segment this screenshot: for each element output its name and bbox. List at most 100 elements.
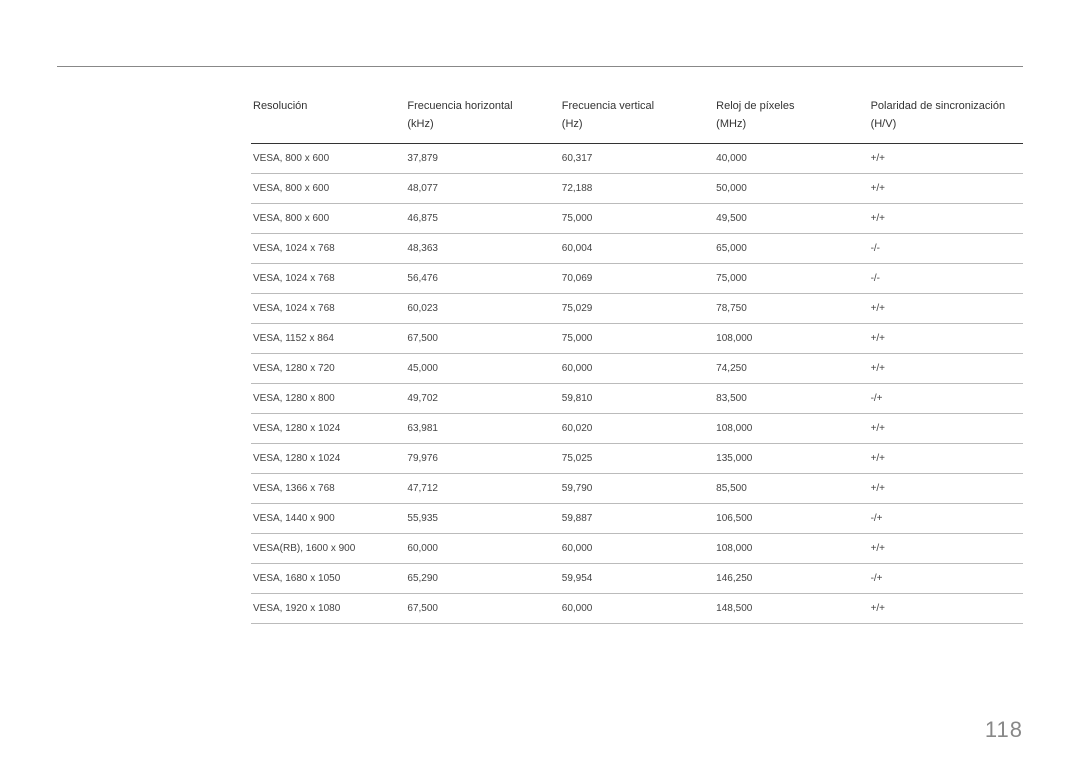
table-body: VESA, 800 x 60037,87960,31740,000+/+VESA… — [251, 144, 1023, 624]
table-cell: VESA, 800 x 600 — [251, 204, 405, 234]
table-cell: -/+ — [869, 504, 1023, 534]
page-number: 118 — [985, 717, 1023, 743]
column-header-unit: (MHz) — [716, 118, 746, 130]
table-cell: 106,500 — [714, 504, 868, 534]
column-header-label: Frecuencia horizontal — [407, 100, 512, 112]
table-cell: 56,476 — [405, 264, 559, 294]
table-cell: VESA, 1152 x 864 — [251, 324, 405, 354]
table-cell: 65,290 — [405, 564, 559, 594]
table-cell: 55,935 — [405, 504, 559, 534]
table-cell: VESA, 1280 x 1024 — [251, 414, 405, 444]
table-cell: 67,500 — [405, 594, 559, 624]
table-cell: -/- — [869, 234, 1023, 264]
table-cell: VESA, 1280 x 720 — [251, 354, 405, 384]
table-cell: VESA, 1024 x 768 — [251, 294, 405, 324]
table-cell: 48,363 — [405, 234, 559, 264]
table-row: VESA, 1024 x 76856,47670,06975,000-/- — [251, 264, 1023, 294]
table-row: VESA, 1680 x 105065,29059,954146,250-/+ — [251, 564, 1023, 594]
table-cell: 75,000 — [560, 204, 714, 234]
table-cell: 83,500 — [714, 384, 868, 414]
table-cell: 49,500 — [714, 204, 868, 234]
table-cell: 78,750 — [714, 294, 868, 324]
table-row: VESA, 800 x 60037,87960,31740,000+/+ — [251, 144, 1023, 174]
column-header-vfreq: Frecuencia vertical (Hz) — [560, 94, 714, 144]
table-cell: +/+ — [869, 534, 1023, 564]
table-cell: 72,188 — [560, 174, 714, 204]
signal-modes-table: Resolución Frecuencia horizontal (kHz) F… — [251, 94, 1023, 624]
table-cell: +/+ — [869, 204, 1023, 234]
table-cell: 59,887 — [560, 504, 714, 534]
table-cell: VESA, 1440 x 900 — [251, 504, 405, 534]
table-cell: +/+ — [869, 474, 1023, 504]
table-cell: +/+ — [869, 174, 1023, 204]
table-cell: 45,000 — [405, 354, 559, 384]
table-cell: VESA, 1024 x 768 — [251, 234, 405, 264]
table-cell: 79,976 — [405, 444, 559, 474]
table-cell: +/+ — [869, 144, 1023, 174]
table-cell: VESA, 800 x 600 — [251, 174, 405, 204]
table-cell: 60,020 — [560, 414, 714, 444]
table-cell: 40,000 — [714, 144, 868, 174]
table-cell: 75,029 — [560, 294, 714, 324]
table-cell: 108,000 — [714, 414, 868, 444]
table-cell: 60,000 — [405, 534, 559, 564]
table-row: VESA, 1280 x 80049,70259,81083,500-/+ — [251, 384, 1023, 414]
table-cell: 49,702 — [405, 384, 559, 414]
column-header-unit: (Hz) — [562, 118, 583, 130]
column-header-label: Frecuencia vertical — [562, 100, 654, 112]
table-cell: 108,000 — [714, 324, 868, 354]
table-cell: -/+ — [869, 384, 1023, 414]
table-cell: 60,000 — [560, 354, 714, 384]
table-cell: 63,981 — [405, 414, 559, 444]
table-cell: 70,069 — [560, 264, 714, 294]
table-cell: 47,712 — [405, 474, 559, 504]
table-cell: -/+ — [869, 564, 1023, 594]
table-row: VESA, 1920 x 108067,50060,000148,500+/+ — [251, 594, 1023, 624]
table-cell: 60,000 — [560, 534, 714, 564]
column-header-polarity: Polaridad de sincronización (H/V) — [869, 94, 1023, 144]
column-header-label: Reloj de píxeles — [716, 100, 794, 112]
table-row: VESA, 1440 x 90055,93559,887106,500-/+ — [251, 504, 1023, 534]
table-row: VESA, 1366 x 76847,71259,79085,500+/+ — [251, 474, 1023, 504]
table-cell: VESA, 1680 x 1050 — [251, 564, 405, 594]
table-header: Resolución Frecuencia horizontal (kHz) F… — [251, 94, 1023, 144]
table-cell: 74,250 — [714, 354, 868, 384]
table-cell: 59,954 — [560, 564, 714, 594]
table-cell: 75,000 — [714, 264, 868, 294]
table-header-row: Resolución Frecuencia horizontal (kHz) F… — [251, 94, 1023, 144]
table-cell: VESA, 1024 x 768 — [251, 264, 405, 294]
table-cell: +/+ — [869, 414, 1023, 444]
table-cell: 60,000 — [560, 594, 714, 624]
table-cell: 50,000 — [714, 174, 868, 204]
table-cell: 65,000 — [714, 234, 868, 264]
table-cell: +/+ — [869, 324, 1023, 354]
table-cell: 60,023 — [405, 294, 559, 324]
table-row: VESA, 800 x 60048,07772,18850,000+/+ — [251, 174, 1023, 204]
table-cell: VESA(RB), 1600 x 900 — [251, 534, 405, 564]
column-header-unit: (H/V) — [871, 118, 897, 130]
table-cell: -/- — [869, 264, 1023, 294]
table-cell: VESA, 1280 x 800 — [251, 384, 405, 414]
table-row: VESA, 1024 x 76848,36360,00465,000-/- — [251, 234, 1023, 264]
column-header-resolution: Resolución — [251, 94, 405, 144]
table-cell: 59,790 — [560, 474, 714, 504]
table-cell: 75,000 — [560, 324, 714, 354]
table-row: VESA, 1024 x 76860,02375,02978,750+/+ — [251, 294, 1023, 324]
column-header-hfreq: Frecuencia horizontal (kHz) — [405, 94, 559, 144]
table-cell: 75,025 — [560, 444, 714, 474]
table-cell: +/+ — [869, 594, 1023, 624]
table-cell: 148,500 — [714, 594, 868, 624]
table-row: VESA, 1152 x 86467,50075,000108,000+/+ — [251, 324, 1023, 354]
table-cell: VESA, 800 x 600 — [251, 144, 405, 174]
table-cell: 60,004 — [560, 234, 714, 264]
table-row: VESA, 1280 x 102479,97675,025135,000+/+ — [251, 444, 1023, 474]
table-cell: +/+ — [869, 294, 1023, 324]
table-cell: 48,077 — [405, 174, 559, 204]
column-header-unit: (kHz) — [407, 118, 433, 130]
column-header-pixelclock: Reloj de píxeles (MHz) — [714, 94, 868, 144]
table-cell: +/+ — [869, 354, 1023, 384]
table-row: VESA, 1280 x 102463,98160,020108,000+/+ — [251, 414, 1023, 444]
table-row: VESA(RB), 1600 x 90060,00060,000108,000+… — [251, 534, 1023, 564]
table-cell: 135,000 — [714, 444, 868, 474]
top-horizontal-rule — [57, 66, 1023, 67]
